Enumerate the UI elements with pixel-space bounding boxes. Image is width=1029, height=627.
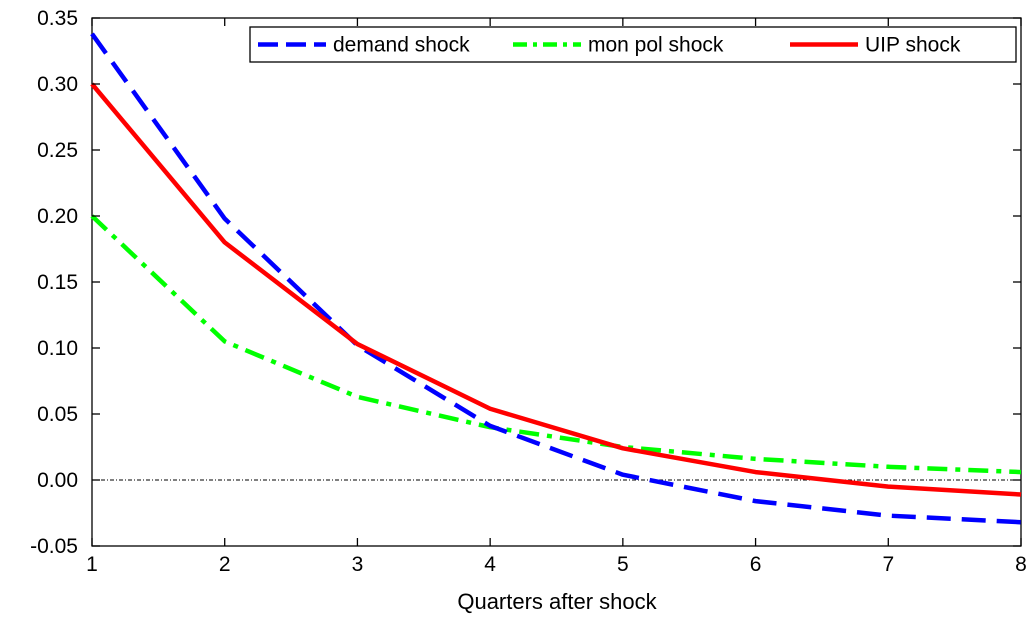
y-tick-label: 0.35 <box>37 7 78 30</box>
x-tick-label: 3 <box>352 553 364 576</box>
x-tick-label: 4 <box>484 553 496 576</box>
x-tick-label: 7 <box>882 553 894 576</box>
legend-label: UIP shock <box>865 34 961 57</box>
legend-label: demand shock <box>333 34 470 57</box>
x-tick-label: 8 <box>1015 553 1027 576</box>
y-tick-label: 0.30 <box>37 73 78 96</box>
y-tick-label: 0.20 <box>37 205 78 228</box>
legend-label: mon pol shock <box>588 34 724 57</box>
y-tick-label: 0.15 <box>37 271 78 294</box>
x-tick-label: 1 <box>86 553 98 576</box>
axis-ticks: -0.05 0.00 0.05 0.10 0.15 0.20 0.25 0.30 0.35 1 2 3… <box>30 7 1027 576</box>
x-tick-label: 2 <box>219 553 231 576</box>
x-axis-label: Quarters after shock <box>457 589 657 614</box>
y-tick-label: -0.05 <box>30 535 78 558</box>
series-line-demand-shock <box>90 32 1022 525</box>
x-tick-label: 6 <box>750 553 762 576</box>
plot-frame <box>91 17 1022 547</box>
plot-area <box>90 17 1022 547</box>
x-tick-label: 5 <box>617 553 629 576</box>
y-tick-label: 0.00 <box>37 469 78 492</box>
y-tick-label: 0.05 <box>37 403 78 426</box>
y-tick-label: 0.25 <box>37 139 78 162</box>
series-line-UIP-shock <box>90 82 1022 497</box>
series-line-mon-pol-shock <box>90 214 1022 475</box>
legend: demand shock mon pol shock UIP shock <box>249 26 1017 63</box>
y-tick-label: 0.10 <box>37 337 78 360</box>
legend-box <box>249 26 1017 63</box>
